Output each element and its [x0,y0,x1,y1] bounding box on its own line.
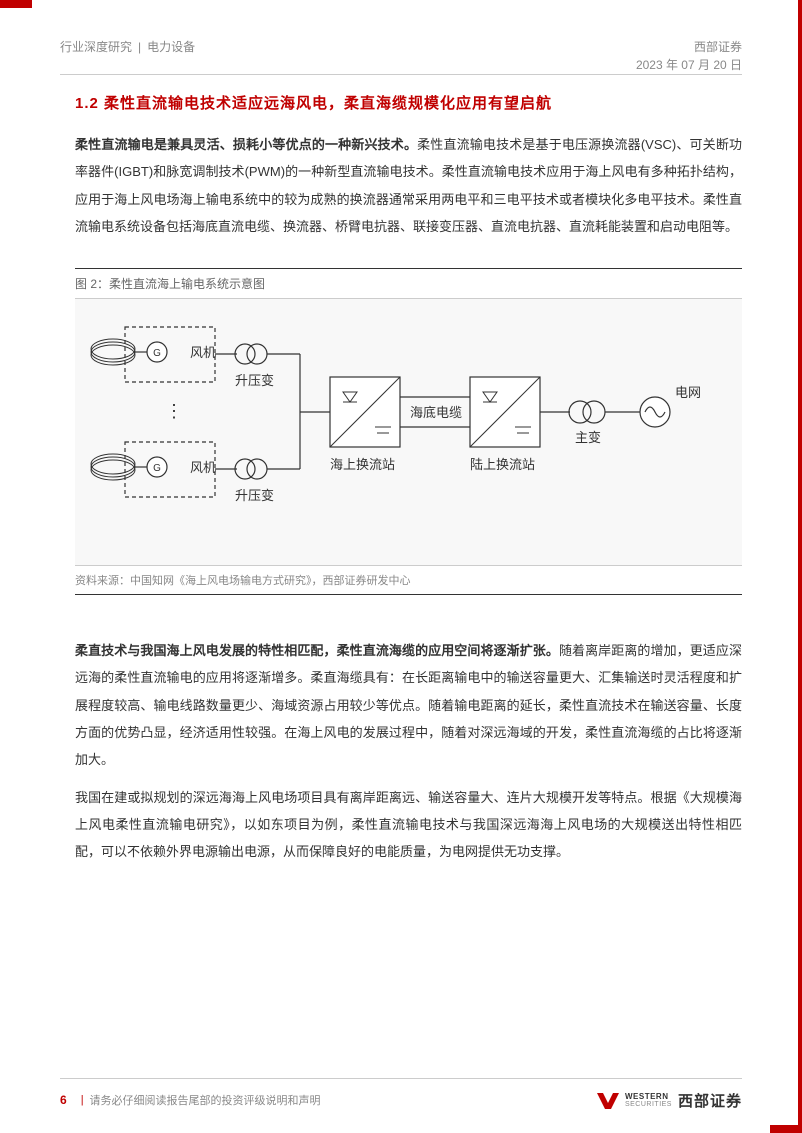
page-header: 行业深度研究 | 电力设备 西部证券 2023 年 07 月 20 日 [60,38,742,74]
footer-left: 6 | 请务必仔细阅读报告尾部的投资评级说明和声明 [60,1092,321,1108]
transformer-1-icon: 升压变 [215,344,274,388]
report-date: 2023 年 07 月 20 日 [636,56,742,74]
turbine-label: 风机 [190,345,216,360]
footer-separator: | [81,1094,84,1106]
disclaimer-text: 请务必仔细阅读报告尾部的投资评级说明和声明 [90,1092,321,1108]
figure-number: 图 2： [75,277,109,291]
paragraph-2: 柔直技术与我国海上风电发展的特性相匹配，柔性直流海缆的应用空间将逐渐扩张。随着离… [75,637,742,773]
figure-2: 图 2：柔性直流海上输电系统示意图 G 风机 [75,268,742,595]
transformer-2-icon: 升压变 [215,459,274,503]
header-divider [60,74,742,75]
section-title: 1.2 柔性直流输电技术适应远海风电，柔直海缆规模化应用有望启航 [75,92,742,113]
figure-title: 柔性直流海上输电系统示意图 [109,277,265,291]
svg-text:G: G [153,348,161,359]
turbine-2-icon: G 风机 [91,442,216,497]
footer-logo: WESTERN SECURITIES 西部证券 [595,1089,742,1111]
figure-diagram: G 风机 升压变 ⋮ [75,299,742,565]
cable-label: 海底电缆 [410,405,462,420]
page-footer: 6 | 请务必仔细阅读报告尾部的投资评级说明和声明 WESTERN SECURI… [60,1078,742,1111]
main-content: 1.2 柔性直流输电技术适应远海风电，柔直海缆规模化应用有望启航 柔性直流输电是… [75,92,742,876]
doc-category: 行业深度研究 [60,38,132,55]
doc-sector: 电力设备 [147,38,195,55]
section-heading: 柔性直流输电技术适应远海风电，柔直海缆规模化应用有望启航 [104,95,552,112]
paragraph-1: 柔性直流输电是兼具灵活、损耗小等优点的一种新兴技术。柔性直流输电技术是基于电压源… [75,131,742,240]
section-number: 1.2 [75,95,99,112]
p2-body: 随着离岸距离的增加，更适应深远海的柔性直流输电的应用将逐渐增多。柔直海缆具有：在… [75,643,742,767]
onshore-converter-icon: 陆上换流站 [470,377,540,472]
header-right: 西部证券 2023 年 07 月 20 日 [636,38,742,74]
p2-lead: 柔直技术与我国海上风电发展的特性相匹配，柔性直流海缆的应用空间将逐渐扩张。 [75,643,559,658]
logo-cn: 西部证券 [678,1090,742,1111]
turbine-1-icon: G 风机 [91,327,216,382]
paragraph-3: 我国在建或拟规划的深远海海上风电场项目具有离岸距离远、输送容量大、连片大规模开发… [75,784,742,866]
header-left: 行业深度研究 | 电力设备 [60,38,195,55]
svg-text:G: G [153,463,161,474]
figure-caption: 图 2：柔性直流海上输电系统示意图 [75,268,742,299]
turbine-label-2: 风机 [190,460,216,475]
accent-border-top [0,0,32,8]
logo-icon [595,1089,621,1111]
offshore-label: 海上换流站 [330,457,395,472]
onshore-label: 陆上换流站 [470,457,535,472]
ellipsis-icon: ⋮ [165,401,183,421]
separator: | [138,40,141,54]
accent-border-bottom [770,1125,802,1133]
company-name: 西部证券 [636,38,742,56]
accent-border-right [798,0,802,1133]
main-transformer-icon: 主变 [540,401,605,445]
grid-label: 电网 [675,385,701,400]
transformer-label-1: 升压变 [235,373,274,388]
offshore-converter-icon: 海上换流站 [330,377,400,472]
p1-lead: 柔性直流输电是兼具灵活、损耗小等优点的一种新兴技术。 [75,137,417,152]
main-transformer-label: 主变 [575,430,601,445]
grid-icon: 电网 [605,385,701,427]
figure-source: 资料来源：中国知网《海上风电场输电方式研究》，西部证券研发中心 [75,565,742,595]
transformer-label-2: 升压变 [235,488,274,503]
logo-en: WESTERN [625,1092,669,1101]
logo-sub: SECURITIES [625,1101,672,1108]
page-number: 6 [60,1093,67,1107]
